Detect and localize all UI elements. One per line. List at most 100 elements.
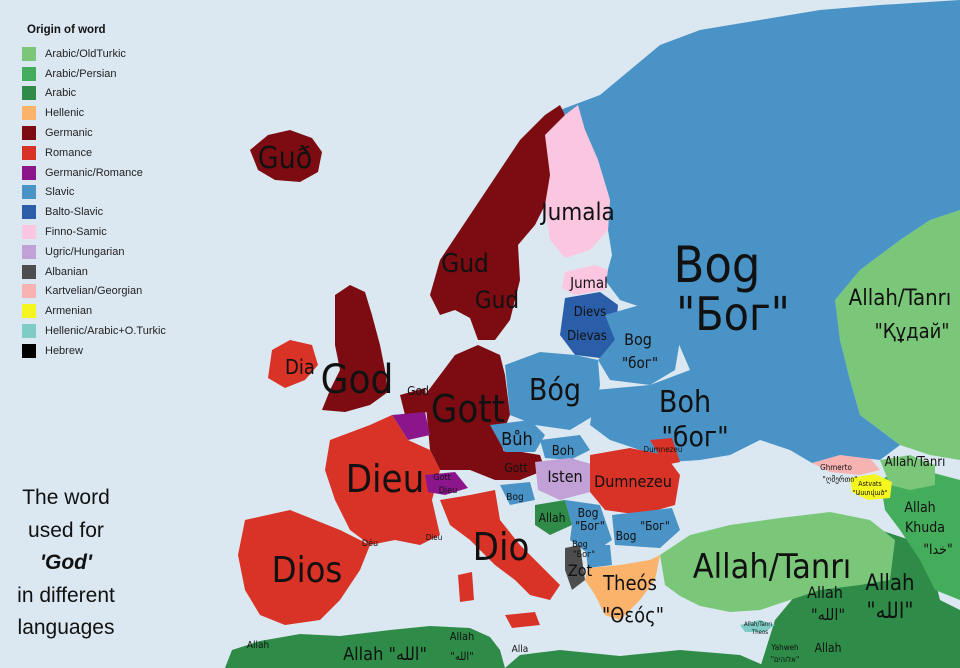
label-switzerland: Gott — [433, 473, 451, 483]
label-iceland: Guð — [258, 141, 313, 176]
legend-item: Arabic/Persian — [22, 64, 212, 84]
belgium-region — [392, 412, 430, 440]
cyprus-region — [740, 620, 775, 632]
label-hungary: Isten — [547, 467, 582, 486]
label-armenia: Astvats — [858, 480, 881, 488]
moldova-region — [650, 438, 680, 465]
legend-title: Origin of word — [27, 24, 106, 36]
label-serbia: Bog — [578, 506, 599, 520]
latvia-lithuania-region — [560, 292, 618, 358]
label-israel-heb: "אלוהים" — [771, 655, 800, 664]
middle-east-region — [760, 530, 960, 668]
iberia-region — [238, 510, 370, 625]
label-georgia-latin: Ghmerto — [820, 463, 852, 472]
label-monaco: Dieu — [426, 533, 443, 542]
albania-region — [565, 545, 585, 590]
label-bulgaria: Bog — [616, 529, 637, 543]
label-iraq-ar: "الله" — [867, 599, 914, 624]
label-belarus-cyr: "бог" — [622, 354, 658, 372]
label-greece-greek: "Θεός" — [602, 603, 664, 627]
caption-line-4: in different — [17, 583, 115, 607]
label-israel: Yahweh — [770, 643, 798, 652]
legend-swatch — [22, 145, 36, 160]
label-sweden: Gud — [475, 286, 519, 314]
legend-item: Arabic — [22, 84, 212, 104]
finland-region — [545, 105, 610, 258]
sicily-region — [505, 612, 540, 628]
label-switzerland-2: Dieu — [439, 486, 458, 496]
label-lebanon: Allah — [815, 641, 842, 655]
legend-item: Hellenic — [22, 103, 212, 123]
label-norway: Gud — [441, 249, 489, 279]
label-iran: Allah — [904, 500, 935, 516]
legend-swatch — [22, 205, 36, 220]
label-cyprus: Allah/Tanrı — [744, 621, 772, 628]
label-austria: Gott — [504, 461, 527, 475]
legend-item: Germanic — [22, 123, 212, 143]
legend-swatch — [22, 185, 36, 200]
label-france: Dieu — [346, 457, 425, 501]
netherlands-region — [400, 388, 428, 415]
legend-label: Romance — [45, 146, 93, 159]
legend-swatch — [22, 106, 36, 121]
legend-label: Arabic/Persian — [45, 67, 117, 80]
label-bulgaria-cyr: "Бог" — [640, 519, 670, 533]
label-albania: Zot — [568, 561, 593, 580]
libya-region — [505, 650, 770, 668]
legend-swatch — [22, 126, 36, 141]
kazakhstan-region — [835, 210, 960, 460]
north-africa-region — [225, 626, 505, 668]
romania-region — [590, 448, 680, 515]
legend-item: Kartvelian/Georgian — [22, 282, 212, 302]
legend-swatch — [22, 225, 36, 240]
label-azerbaijan: Allah/Tanrı — [885, 455, 946, 470]
label-latvia: Dievs — [574, 305, 606, 320]
label-serbia-cyr: "Бог" — [575, 519, 605, 533]
legend-label: Hebrew — [45, 344, 83, 357]
macedonia-region — [585, 545, 612, 568]
armenia-region — [850, 474, 892, 500]
label-armenia-arm: "Աստված" — [853, 489, 888, 497]
legend-swatch — [22, 66, 36, 81]
scandinavia-region — [430, 105, 565, 340]
legend-label: Armenian — [45, 305, 93, 318]
map-caption: The word used for 'God' in different lan… — [0, 482, 132, 645]
label-ireland: Dia — [285, 355, 315, 379]
legend-item: Hellenic/Arabic+O.Turkic — [22, 321, 212, 341]
iran-region — [880, 470, 960, 600]
label-netherlands: God — [407, 384, 429, 398]
italy-region — [440, 490, 560, 600]
label-turkey: Allah/Tanrı — [693, 547, 852, 587]
legend-label: Arabic — [45, 87, 77, 100]
legend-item: Romance — [22, 143, 212, 163]
legend-label: Ugric/Hungarian — [45, 245, 125, 258]
label-tunisia: Allah — [450, 630, 475, 643]
legend-item: Armenian — [22, 301, 212, 321]
label-finland: Jumala — [539, 198, 615, 226]
label-tunisia-ar: "الله" — [450, 650, 473, 663]
label-georgia-geo: "ღმერთი" — [823, 474, 858, 484]
legend-swatch — [22, 244, 36, 259]
legend-item: Albanian — [22, 262, 212, 282]
poland-region — [505, 352, 600, 430]
france-region — [325, 415, 440, 545]
label-belarus-latin: Bog — [624, 330, 652, 349]
legend-swatch — [22, 304, 36, 319]
caption-line-1: The word — [22, 486, 110, 509]
slovakia-region — [540, 435, 590, 460]
hungary-region — [535, 458, 595, 500]
legend-swatch — [22, 284, 36, 299]
label-germany: Gott — [431, 387, 505, 431]
legend-label: Albanian — [45, 265, 88, 278]
label-iraq: Allah — [865, 571, 914, 596]
legend-label: Finno-Samic — [45, 226, 107, 239]
slovenia-region — [500, 482, 535, 505]
belarus-region — [598, 305, 680, 385]
legend-label: Hellenic — [45, 107, 85, 120]
label-montenegro-cyr: "Бог" — [573, 550, 595, 560]
label-greece-latin: Theós — [602, 571, 657, 595]
label-ukraine-latin: Boh — [659, 385, 711, 420]
label-czech: Bůh — [501, 429, 533, 450]
legend-swatch — [22, 46, 36, 61]
legend-label: Germanic/Romance — [45, 166, 143, 179]
